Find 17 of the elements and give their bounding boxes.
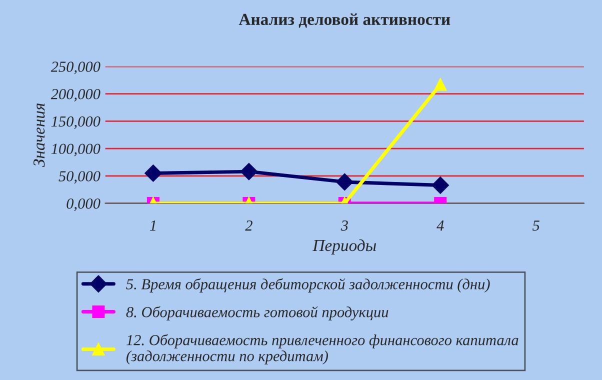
x-tick-label: 5 <box>532 220 540 231</box>
x-axis-title: Периоды <box>312 239 376 254</box>
legend-label: 5. Время обращения дебиторской задолженности (дни) <box>126 278 490 292</box>
x-tick-label: 4 <box>436 220 444 231</box>
x-tick-label: 3 <box>340 220 348 231</box>
y-tick-label: 150,000 <box>51 116 100 129</box>
y-axis-title: Значения <box>33 103 45 168</box>
y-tick-label: 100,000 <box>51 144 100 156</box>
y-tick-label: 0,000 <box>66 198 100 211</box>
x-tick-label: 1 <box>150 220 156 231</box>
y-tick-label: 250,000 <box>50 62 100 74</box>
x-tick-label: 2 <box>245 220 252 231</box>
legend-label: 8. Оборачиваемость готовой продукции <box>126 306 388 320</box>
chart-title: Анализ деловой активности <box>238 13 450 28</box>
legend-label: 12. Оборачиваемость привлеченного финансового капитала (задолженности по кредитам) <box>126 334 518 364</box>
y-tick-label: 200,000 <box>50 89 100 102</box>
y-tick-label: 50,000 <box>58 171 100 184</box>
